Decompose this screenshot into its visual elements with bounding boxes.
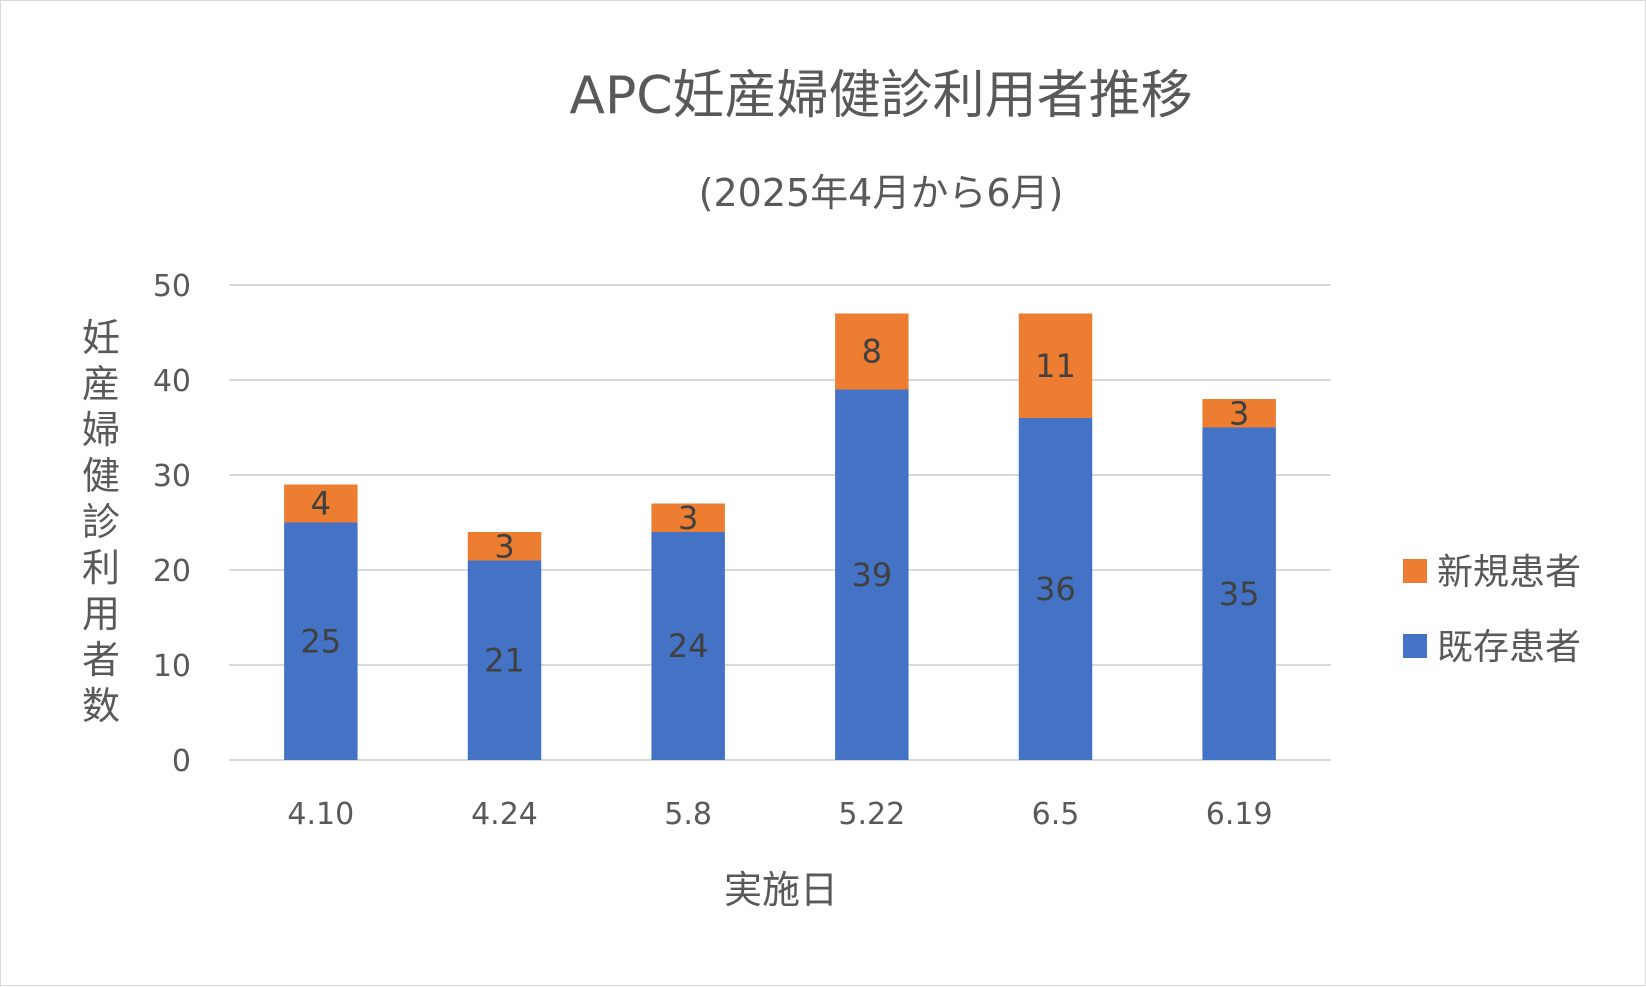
x-tick-label: 5.22 [838,797,905,832]
x-tick-label: 4.24 [471,797,538,832]
legend-swatch [1403,559,1427,583]
y-tick-label: 50 [153,269,191,304]
chart-title: APC妊産婦健診利用者推移 [569,66,1192,126]
y-tick-label: 0 [172,744,191,779]
bar-segment-existing [651,532,725,760]
y-axis-ticks: 0 10 20 30 40 50 [153,269,191,779]
y-axis-title-char: 婦 [82,408,120,452]
y-axis-title-char: 産 [82,362,120,406]
y-axis-title-char: 数 [82,684,120,728]
bar-segment-new [651,503,725,532]
data-label: 3 [1229,394,1249,432]
bar-segment-existing [1202,427,1276,760]
gridlines [229,284,1331,761]
bar-segment-new [467,532,542,561]
legend-label: 既存患者 [1437,627,1581,668]
y-tick-label: 30 [153,459,191,494]
y-axis-title-char: 診 [82,500,120,544]
y-tick-label: 20 [153,554,191,589]
data-label: 21 [484,641,525,679]
data-label: 35 [1219,575,1260,613]
bar-segment-existing [835,389,909,760]
bar-segment-existing [284,522,358,760]
data-label: 4 [311,485,331,523]
bar-segment-new [1202,399,1276,428]
y-axis-title-char: 用 [82,592,120,636]
data-label: 36 [1035,570,1076,608]
legend-swatch [1403,634,1427,658]
data-label: 25 [300,622,341,660]
y-axis-title-char: 妊 [82,316,120,360]
x-axis-ticks: 4.10 4.24 5.8 5.22 6.5 6.19 [287,797,1272,832]
bar-segment-new [1018,313,1093,418]
y-axis-title-char: 健 [82,454,120,498]
x-tick-label: 5.8 [664,797,712,832]
bar-segment-existing [467,560,542,760]
x-tick-label: 6.5 [1032,797,1080,832]
y-axis-title-char: 者 [82,638,120,682]
bar-segment-new [284,484,358,523]
bar-segment-new [835,313,909,390]
legend-label: 新規患者 [1437,552,1581,593]
chart-subtitle: (2025年4月から6月) [699,171,1064,215]
x-tick-label: 6.19 [1206,797,1273,832]
data-labels: 25 4 21 3 24 3 39 8 36 11 35 3 [300,333,1259,680]
bars [284,313,1276,760]
x-tick-label: 4.10 [287,797,354,832]
y-tick-label: 40 [153,364,191,399]
y-tick-label: 10 [153,649,191,684]
data-label: 11 [1035,347,1076,385]
data-label: 8 [862,333,882,371]
data-label: 39 [851,556,892,594]
x-axis-title: 実施日 [724,868,838,912]
bar-segment-existing [1018,418,1093,760]
data-label: 3 [494,527,514,565]
data-label: 24 [668,627,709,665]
data-label: 3 [678,499,698,537]
y-axis-title-char: 利 [82,546,120,590]
